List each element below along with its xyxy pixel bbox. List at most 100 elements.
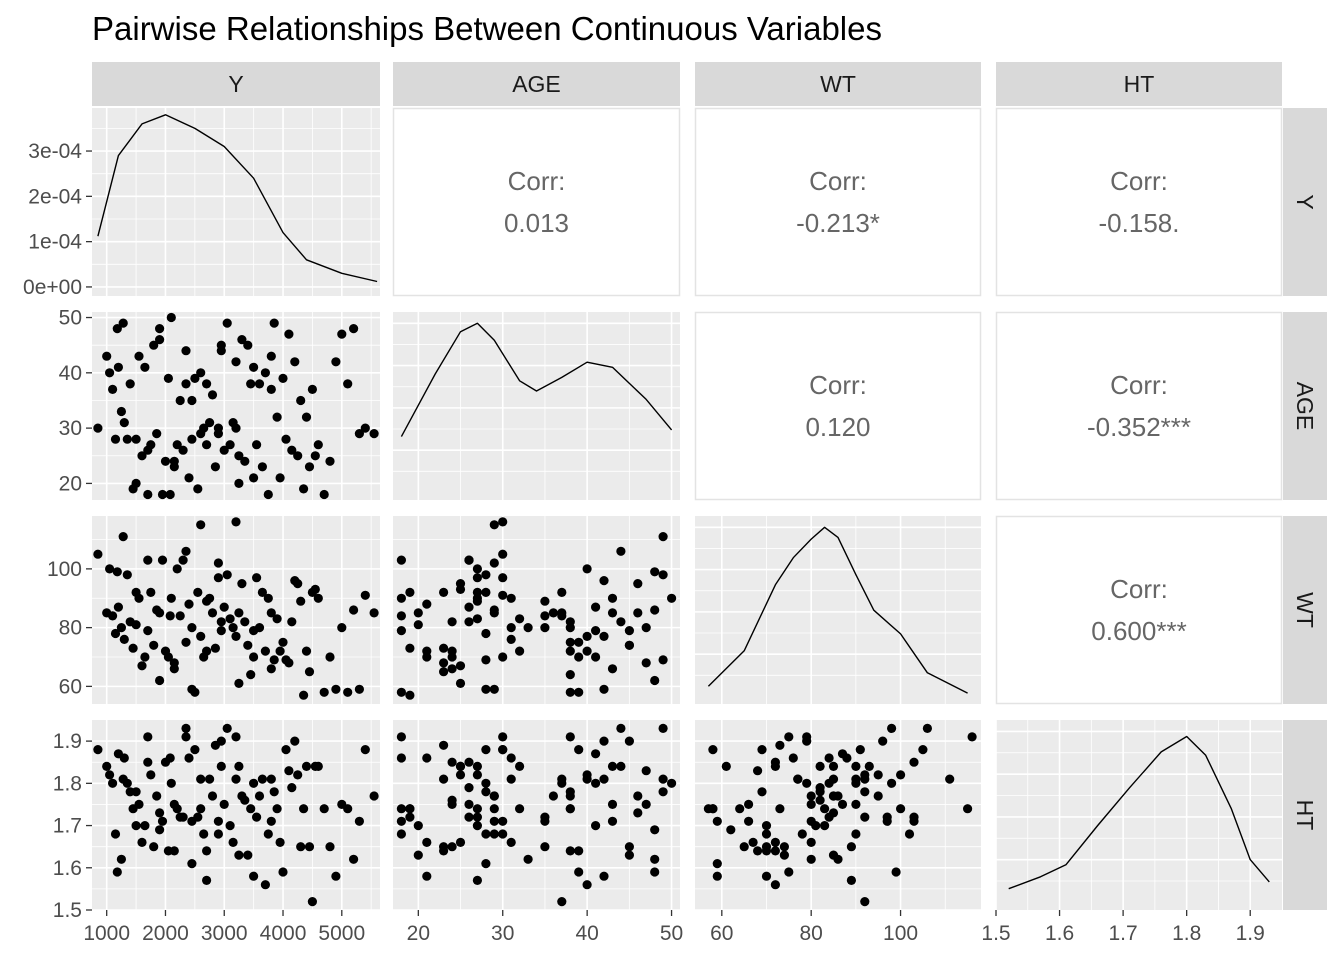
scatter-point bbox=[744, 799, 754, 810]
y-axes: 0e+001e-042e-043e-042030405060801001.51.… bbox=[23, 140, 92, 922]
scatter-point bbox=[118, 532, 128, 542]
x-axis-y: 1000 2000 3000 4000 5000 bbox=[83, 910, 365, 945]
scatter-point bbox=[237, 335, 247, 345]
scatter-point bbox=[105, 368, 115, 378]
scatter-point bbox=[166, 593, 176, 603]
scatter-point bbox=[110, 434, 121, 444]
scatter-point bbox=[310, 584, 320, 595]
scatter-point bbox=[633, 608, 643, 618]
scatter-point bbox=[540, 842, 550, 852]
scatter-point bbox=[134, 799, 144, 810]
row-strip-age bbox=[1283, 312, 1327, 500]
x-tick-label: 20 bbox=[407, 922, 430, 945]
scatter-point bbox=[231, 517, 241, 527]
scatter-point bbox=[396, 611, 406, 621]
scatter-point bbox=[565, 670, 575, 680]
row-strip-y bbox=[1283, 108, 1327, 296]
scatter-point bbox=[591, 652, 601, 662]
scatter-point bbox=[234, 608, 244, 618]
scatter-point bbox=[641, 799, 651, 810]
scatter-point bbox=[272, 412, 282, 422]
x-tick-label: 1.5 bbox=[981, 922, 1010, 945]
panel-background bbox=[92, 312, 380, 500]
y-axis-y: 0e+00 1e-04 2e-04 3e-04 bbox=[23, 140, 92, 299]
scatter-point bbox=[464, 783, 474, 793]
scatter-point bbox=[301, 646, 312, 656]
scatter-point bbox=[222, 723, 232, 734]
scatter-point bbox=[650, 854, 660, 864]
scatter-point bbox=[565, 637, 575, 647]
scatter-point bbox=[369, 791, 379, 801]
scatter-point bbox=[506, 753, 516, 763]
scatter-point bbox=[234, 478, 244, 488]
x-tick-label: 30 bbox=[491, 922, 514, 945]
scatter-point bbox=[246, 670, 256, 680]
scatter-point bbox=[658, 787, 668, 797]
scatter-point bbox=[712, 859, 722, 869]
panel-background bbox=[996, 720, 1282, 910]
scatter-point bbox=[498, 573, 508, 583]
scatter-point bbox=[540, 816, 550, 826]
scatter-point bbox=[498, 652, 508, 662]
scatter-point bbox=[110, 829, 121, 839]
scatter-point bbox=[405, 812, 415, 822]
scatter-point bbox=[515, 646, 525, 656]
column-strip-wt bbox=[695, 62, 981, 106]
scatter-point bbox=[658, 570, 668, 580]
scatter-point bbox=[815, 783, 825, 793]
scatter-point bbox=[633, 579, 643, 589]
x-tick-label: 60 bbox=[710, 922, 733, 945]
y-tick-label: 40 bbox=[59, 362, 82, 385]
scatter-point bbox=[498, 549, 508, 559]
scatter-point bbox=[343, 687, 353, 697]
scatter-point bbox=[128, 643, 138, 653]
scatter-point bbox=[187, 395, 197, 406]
y-tick-label: 60 bbox=[59, 675, 82, 698]
scatter-point bbox=[565, 646, 575, 656]
scatter-point bbox=[472, 761, 482, 772]
scatter-point bbox=[284, 329, 294, 339]
scatter-point bbox=[565, 791, 575, 801]
scatter-point bbox=[213, 423, 223, 433]
scatter-point bbox=[140, 362, 150, 372]
scatter-point bbox=[196, 804, 206, 814]
scatter-point bbox=[667, 778, 677, 788]
scatter-point bbox=[293, 770, 303, 780]
scatter-point bbox=[824, 753, 834, 763]
scatter-point bbox=[481, 570, 491, 580]
scatter-point bbox=[169, 664, 179, 674]
row-strip-label: AGE bbox=[1292, 382, 1318, 431]
panel-age-y bbox=[92, 312, 380, 500]
scatter-point bbox=[633, 808, 643, 818]
scatter-point bbox=[112, 324, 122, 334]
density-curve-wt bbox=[707, 526, 968, 694]
corr-panel-background bbox=[694, 311, 982, 501]
scatter-point bbox=[481, 859, 491, 869]
scatter-point bbox=[181, 346, 191, 356]
scatter-point bbox=[231, 357, 241, 367]
x-tick-label: 1.6 bbox=[1045, 922, 1074, 945]
scatter-point bbox=[134, 351, 144, 361]
scatter-point bbox=[565, 623, 575, 633]
scatter-point bbox=[735, 804, 745, 814]
x-tick-label: 80 bbox=[800, 922, 823, 945]
corr-panel-background bbox=[995, 515, 1283, 705]
scatter-point bbox=[222, 570, 232, 580]
scatter-point bbox=[234, 678, 244, 689]
scatter-point bbox=[102, 761, 112, 772]
scatter-point bbox=[439, 842, 449, 852]
scatter-point bbox=[464, 602, 474, 612]
scatter-point bbox=[225, 440, 235, 450]
scatter-point bbox=[143, 555, 153, 565]
scatter-point bbox=[828, 774, 839, 784]
x-axis-ht: 1.5 1.6 1.7 1.8 1.9 bbox=[981, 910, 1265, 945]
scatter-point bbox=[498, 590, 508, 600]
y-axis-age: 20 30 40 50 bbox=[59, 307, 92, 495]
scatter-point bbox=[131, 434, 141, 444]
scatter-point bbox=[349, 324, 359, 334]
scatter-point bbox=[967, 732, 977, 742]
scatter-point bbox=[269, 318, 279, 328]
scatter-point bbox=[498, 829, 508, 839]
scatter-point bbox=[360, 423, 370, 433]
x-axes: 1000 2000 3000 4000 5000 20 30 40 50 60 80 100 1.5 1.… bbox=[83, 910, 1265, 945]
